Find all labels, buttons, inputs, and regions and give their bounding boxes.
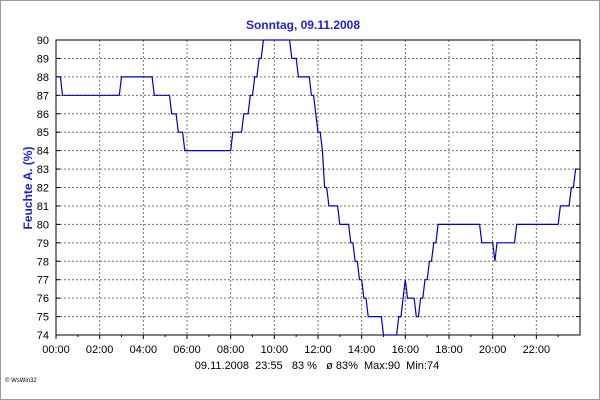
y-tick-label: 82 (37, 183, 49, 195)
x-tick-label: 16:00 (392, 344, 420, 356)
y-tick-label: 74 (37, 330, 49, 342)
y-tick-label: 85 (37, 127, 49, 139)
y-tick-label: 86 (37, 109, 49, 121)
y-tick-label: 84 (37, 146, 49, 158)
y-tick-label: 80 (37, 219, 49, 231)
x-tick-label: 10:00 (261, 344, 289, 356)
y-tick-label: 75 (37, 312, 49, 324)
y-tick-label: 87 (37, 90, 49, 102)
x-tick-label: 20:00 (479, 344, 507, 356)
y-tick-labels: 74 75 76 77 78 79 80 81 82 83 84 85 86 87 88 89 90 (37, 35, 49, 342)
y-tick-label: 90 (37, 35, 49, 47)
chart-title: Sonntag, 09.11.2008 (246, 18, 360, 32)
y-tick-label: 81 (37, 201, 49, 213)
y-tick-label: 77 (37, 275, 49, 287)
y-tick-label: 89 (37, 53, 49, 65)
y-tick-label: 76 (37, 293, 49, 305)
x-tick-label: 04:00 (130, 344, 158, 356)
y-tick-label: 83 (37, 164, 49, 176)
y-axis-label: Feuchte A. (%) (21, 147, 35, 230)
x-tick-label: 14:00 (348, 344, 376, 356)
x-tick-label: 22:00 (523, 344, 551, 356)
x-tick-label: 06:00 (173, 344, 201, 356)
y-tick-label: 78 (37, 256, 49, 268)
copyright-label: © WsWin32 (5, 377, 37, 384)
humidity-series-line (56, 39, 578, 336)
x-tick-label: 12:00 (304, 344, 332, 356)
x-tick-label: 18:00 (435, 344, 463, 356)
y-tick-label: 88 (37, 72, 49, 84)
x-tick-labels: 00:00 02:00 04:00 06:00 08:00 10:00 12:00 14:00… (42, 344, 550, 356)
series-layer (56, 39, 578, 336)
x-tick-label: 08:00 (217, 344, 245, 356)
x-tick-label: 02:00 (86, 344, 114, 356)
y-tick-label: 79 (37, 238, 49, 250)
stats-line: 09.11.2008 23:55 83 % ø 83% Max:90 Min:7… (195, 360, 439, 372)
grid-lines (56, 40, 580, 335)
x-tick-label: 00:00 (42, 344, 70, 356)
